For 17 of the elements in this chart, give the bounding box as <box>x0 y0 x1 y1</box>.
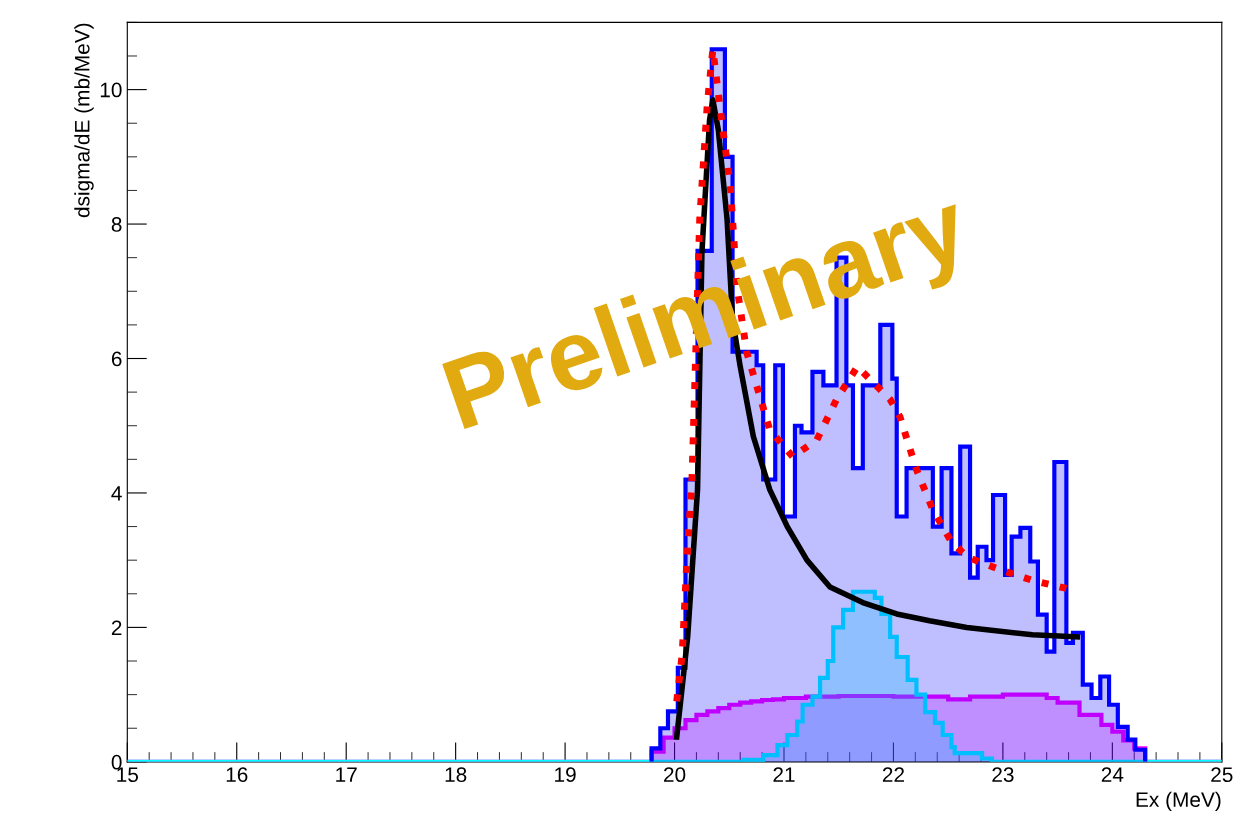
x-tick-label: 17 <box>336 767 357 782</box>
y-tick-label: 8 <box>111 217 122 232</box>
x-axis-title: Ex (MeV) <box>1136 791 1221 812</box>
x-tick-label: 21 <box>773 767 795 782</box>
y-axis-title: dsigma/dE (mb/MeV) <box>74 23 94 218</box>
x-tick-label: 16 <box>226 767 248 783</box>
x-tick-label: 25 <box>1211 767 1233 783</box>
y-tick-label: 6 <box>111 351 122 367</box>
y-tick-label: 10 <box>100 82 122 98</box>
x-tick-label: 23 <box>992 767 1014 783</box>
x-tick-label: 22 <box>882 767 904 782</box>
x-tick-label: 18 <box>445 767 467 783</box>
y-tick-label: 4 <box>111 486 122 501</box>
y-tick-label: 2 <box>111 620 122 635</box>
x-tick-label: 24 <box>1101 767 1124 782</box>
x-tick-label: 19 <box>555 767 576 783</box>
x-tick-label: 20 <box>664 767 686 783</box>
